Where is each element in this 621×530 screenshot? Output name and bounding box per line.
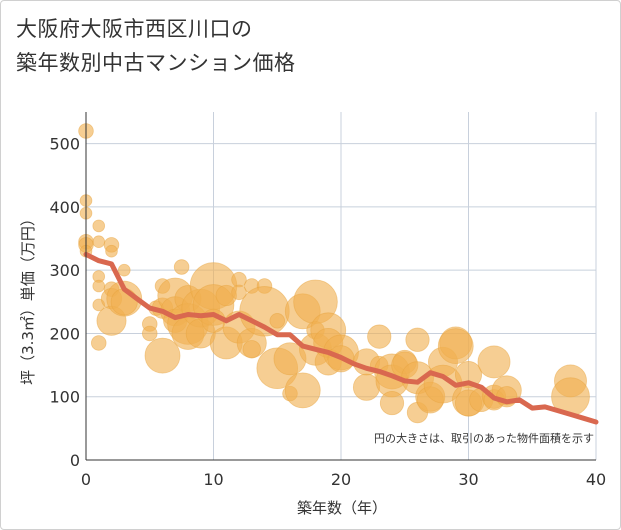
trend-line-group	[83, 251, 599, 425]
chart-title: 大阪府大阪市西区川口の 築年数別中古マンション価格	[16, 12, 536, 80]
data-point	[117, 263, 131, 277]
data-point	[144, 337, 181, 374]
data-point	[92, 219, 106, 233]
y-tick-label: 100	[49, 388, 80, 407]
y-axis-label: 坪（3.3㎡）単価（万円）	[19, 211, 37, 385]
x-tick-label: 0	[81, 470, 91, 489]
data-point	[110, 288, 138, 316]
y-tick-label: 400	[49, 198, 80, 217]
chart-title-line2: 築年数別中古マンション価格	[16, 51, 296, 75]
data-point	[231, 284, 247, 301]
data-point	[477, 345, 511, 379]
axes	[85, 112, 596, 461]
x-tick-label: 20	[331, 470, 351, 489]
x-tick-label: 10	[203, 470, 223, 489]
chart-title-line1: 大阪府大阪市西区川口の	[16, 17, 253, 41]
data-point	[105, 244, 118, 258]
x-axis-label: 築年数（年）	[297, 499, 387, 517]
y-tick-label: 300	[49, 261, 80, 280]
y-tick-label: 200	[49, 324, 80, 343]
data-point	[367, 324, 392, 349]
data-point	[91, 335, 107, 351]
bubble-series	[78, 123, 590, 424]
data-point	[284, 372, 321, 409]
trend-line	[83, 251, 599, 425]
data-point	[173, 259, 190, 275]
data-point	[92, 235, 106, 249]
data-point	[269, 313, 285, 329]
y-tick-label: 500	[49, 135, 80, 154]
x-tick-label: 30	[458, 470, 478, 489]
y-tick-label: 0	[70, 451, 80, 470]
data-point	[379, 390, 405, 416]
data-point	[437, 328, 474, 365]
x-tick-label: 40	[586, 470, 606, 489]
bubble-size-note: 円の大きさは、取引のあった物件面積を示す	[374, 431, 594, 445]
data-point	[405, 327, 430, 352]
data-point	[242, 340, 261, 359]
data-point	[141, 325, 158, 342]
data-point	[92, 279, 106, 293]
